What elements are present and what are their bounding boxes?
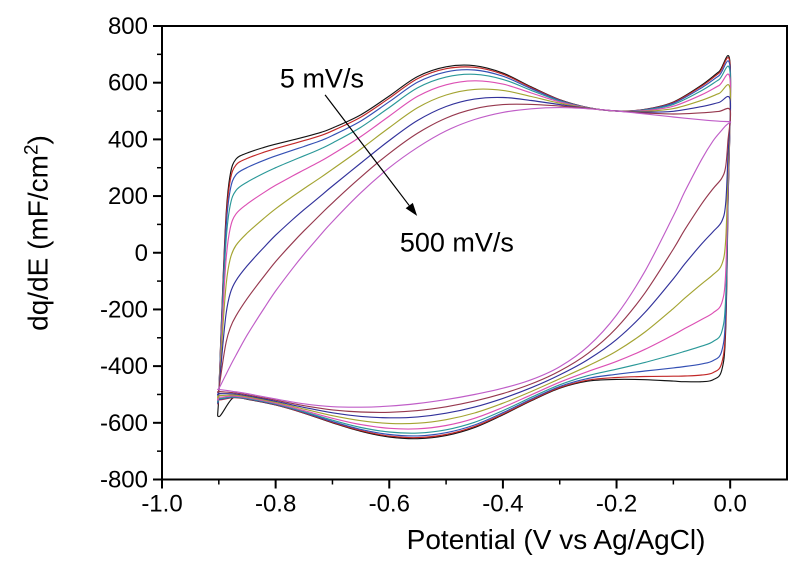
curve-10mvs <box>217 57 732 439</box>
x-tick-label: -1.0 <box>141 491 182 518</box>
x-tick-label: -0.4 <box>482 491 523 518</box>
y-tick-label: -400 <box>100 353 148 380</box>
y-axis-label-superscript: 2 <box>21 144 43 156</box>
curve-5mvs <box>217 55 732 440</box>
y-tick-label: 600 <box>108 70 148 97</box>
curve-50mvs <box>217 65 732 434</box>
x-tick-label: -0.6 <box>369 491 410 518</box>
y-axis-label-close: ) <box>22 135 54 145</box>
y-tick-label: -200 <box>100 296 148 323</box>
annotation-fast-scan-rate: 500 mV/s <box>399 227 514 258</box>
curve-200mvs <box>217 84 732 425</box>
y-tick-label: -800 <box>100 467 148 494</box>
y-axis-label-text: dq/dE (mF/cm <box>22 155 54 331</box>
y-tick-label: -600 <box>100 410 148 437</box>
y-tick-label: 0 <box>135 240 148 267</box>
curve-100mvs <box>217 73 732 430</box>
y-tick-label: 200 <box>108 183 148 210</box>
curve-20mvs <box>217 60 732 437</box>
x-tick-label: -0.8 <box>255 491 296 518</box>
x-tick-label: 0.0 <box>713 491 746 518</box>
curve-500mvs <box>217 107 732 408</box>
annotation-slow-scan-rate: 5 mV/s <box>279 63 364 94</box>
y-tick-label: 800 <box>108 13 148 40</box>
scan-rate-arrow <box>324 94 410 206</box>
x-axis-label: Potential (V vs Ag/AgCl) <box>406 524 706 555</box>
x-tick-label: -0.2 <box>596 491 637 518</box>
scan-rate-arrowhead <box>405 202 418 216</box>
curve-300mvs <box>217 95 732 419</box>
y-tick-label: 400 <box>108 126 148 153</box>
curve-400mvs <box>217 103 732 413</box>
y-axis-label: dq/dE (mF/cm2) <box>21 135 54 331</box>
